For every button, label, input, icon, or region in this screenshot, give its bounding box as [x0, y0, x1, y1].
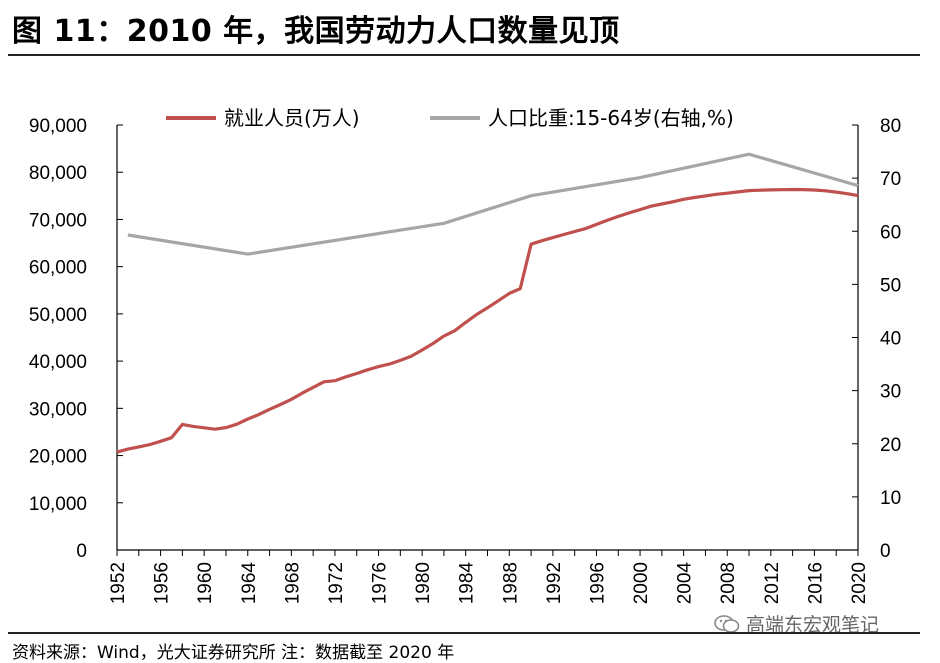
y-left-tick-label: 70,000 [29, 210, 87, 231]
y-right-tick-label: 50 [880, 275, 901, 296]
x-tick-label: 1996 [587, 562, 608, 604]
source-note: 资料来源：Wind，光大证券研究所 注：数据截至 2020 年 [12, 643, 455, 663]
chart-tick-labels: 0 10,000 20,000 30,000 40,000 50,000 60,000 70,… [29, 116, 901, 604]
title-divider [8, 54, 920, 56]
x-tick-label: 1952 [108, 562, 129, 604]
x-tick-label: 2008 [718, 562, 739, 604]
x-tick-label: 1988 [500, 562, 521, 604]
y-right-tick-label: 70 [880, 169, 901, 190]
legend-label-employment: 就业人员(万人) [224, 106, 360, 130]
y-right-tick-label: 20 [880, 435, 901, 456]
working-age-ratio-line [127, 152, 859, 256]
figure-title: 图 11：2010 年，我国劳动力人口数量见顶 [12, 14, 620, 49]
x-tick-label: 2016 [805, 562, 826, 604]
y-left-tick-label: 20,000 [29, 447, 87, 468]
x-tick-label: 1980 [413, 562, 434, 604]
y-right-tick-label: 30 [880, 382, 901, 403]
x-tick-label: 1968 [282, 562, 303, 604]
x-tick-label: 2004 [675, 562, 696, 605]
y-left-tick-label: 90,000 [29, 116, 87, 137]
x-tick-label: 1972 [326, 562, 347, 604]
wechat-icon [714, 614, 740, 633]
x-tick-label: 2000 [631, 562, 652, 604]
y-left-tick-label: 80,000 [29, 163, 87, 184]
watermark-text: 高端东宏观笔记 [746, 614, 880, 636]
x-tick-label: 1992 [544, 562, 565, 604]
chart-axes [116, 124, 859, 556]
x-tick-label: 1964 [239, 562, 260, 605]
footer-divider [8, 632, 920, 634]
y-left-tick-label: 60,000 [29, 258, 87, 279]
x-tick-label: 2020 [849, 562, 870, 604]
chart-series [116, 152, 859, 454]
chart-legend: 就业人员(万人) 人口比重:15-64岁(右轴,%) [166, 106, 734, 130]
watermark: 高端东宏观笔记 [714, 610, 879, 637]
legend-label-ratio: 人口比重:15-64岁(右轴,%) [488, 106, 734, 130]
x-tick-label: 1960 [195, 562, 216, 604]
y-right-tick-label: 40 [880, 329, 901, 350]
y-right-tick-label: 0 [880, 541, 891, 562]
y-right-tick-label: 60 [880, 222, 901, 243]
y-left-tick-label: 30,000 [29, 399, 87, 420]
x-tick-label: 1956 [152, 562, 173, 604]
y-left-tick-label: 40,000 [29, 352, 87, 373]
y-right-tick-label: 10 [880, 488, 901, 509]
x-tick-label: 1976 [370, 562, 391, 604]
x-tick-label: 1984 [457, 562, 478, 605]
y-left-tick-label: 10,000 [29, 494, 87, 515]
employment-line [116, 187, 859, 454]
y-right-tick-label: 80 [880, 116, 901, 137]
y-left-tick-label: 50,000 [29, 305, 87, 326]
y-left-tick-label: 0 [76, 541, 87, 562]
x-tick-label: 2012 [762, 562, 783, 604]
